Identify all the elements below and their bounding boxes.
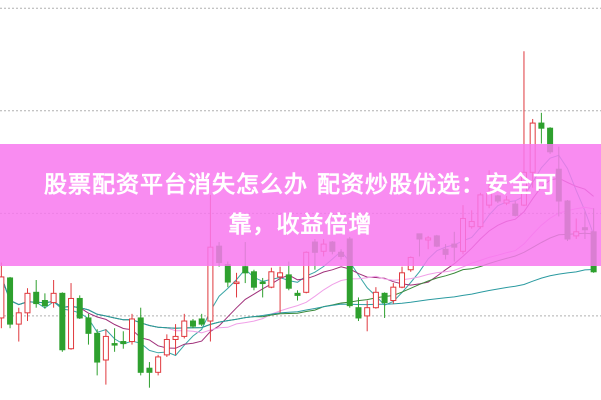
candle-body xyxy=(538,122,545,129)
candle-body xyxy=(120,341,127,345)
candle-body xyxy=(15,312,22,325)
candle-body xyxy=(0,276,5,319)
candle-down xyxy=(189,318,196,329)
candle-up xyxy=(68,283,75,350)
candle-down xyxy=(33,280,40,308)
candle-body xyxy=(355,307,362,319)
candle-body xyxy=(102,335,109,361)
title-line-1: 股票配资平台消失怎么办 配资炒股优选：安全可 xyxy=(43,172,557,198)
candle-up xyxy=(155,354,162,376)
candle-up xyxy=(0,262,5,329)
title-banner: 股票配资平台消失怎么办 配资炒股优选：安全可 靠，收益倍增 xyxy=(0,144,601,266)
candle-body xyxy=(50,292,57,304)
candle-body xyxy=(111,343,118,346)
candle-down xyxy=(85,313,92,345)
candle-body xyxy=(172,335,179,340)
candle-up xyxy=(372,287,379,309)
candle-body xyxy=(155,356,162,373)
candle-up xyxy=(277,266,284,313)
candle-body xyxy=(24,292,31,314)
candle-body xyxy=(259,281,266,285)
candle-up xyxy=(102,329,109,385)
candle-down xyxy=(355,297,362,322)
candle-body xyxy=(364,307,371,317)
candle-body xyxy=(224,264,231,283)
candle-up xyxy=(163,334,170,357)
candle-up xyxy=(50,280,57,308)
candle-up xyxy=(399,266,406,289)
candle-up xyxy=(364,300,371,332)
candle-body xyxy=(390,286,397,302)
candle-body xyxy=(7,277,14,325)
candle-body xyxy=(146,367,153,373)
ma60-line xyxy=(0,269,594,329)
candle-body xyxy=(59,292,66,351)
candle-down xyxy=(59,292,66,352)
candle-up xyxy=(129,313,136,345)
candle-up xyxy=(172,324,179,355)
candle-body xyxy=(94,332,101,363)
candle-body xyxy=(189,320,196,327)
candle-body xyxy=(250,271,257,288)
candle-body xyxy=(198,318,205,325)
candle-down xyxy=(146,362,153,388)
candle-down xyxy=(111,328,118,352)
candle-body xyxy=(137,317,144,373)
candle-down xyxy=(294,290,301,301)
candle-body xyxy=(285,274,292,289)
candle-body xyxy=(33,291,40,305)
candle-body xyxy=(399,272,406,288)
candle-down xyxy=(285,261,292,291)
candle-body xyxy=(76,297,83,319)
candle-body xyxy=(85,317,92,334)
candle-body xyxy=(277,272,284,278)
candle-body xyxy=(163,338,170,356)
candle-body xyxy=(129,318,136,343)
candle-up xyxy=(233,272,240,298)
candle-body xyxy=(242,266,249,274)
candle-down xyxy=(250,269,257,291)
candle-body xyxy=(233,281,240,285)
candle-up xyxy=(390,283,397,304)
candle-down xyxy=(259,277,266,298)
candle-down xyxy=(137,307,144,376)
candle-up xyxy=(181,313,188,339)
candle-body xyxy=(68,297,75,350)
candle-down xyxy=(538,112,545,144)
candle-down xyxy=(7,276,14,329)
candle-up xyxy=(24,288,31,322)
candle-down xyxy=(198,313,205,327)
candle-body xyxy=(268,271,275,288)
candle-body xyxy=(294,292,301,296)
candle-body xyxy=(372,291,379,309)
candle-down xyxy=(94,329,101,376)
candle-down xyxy=(41,293,48,309)
candle-up xyxy=(268,267,275,289)
candle-up xyxy=(15,307,22,342)
title-line-2: 靠，收益倍增 xyxy=(228,212,373,238)
candle-down xyxy=(76,295,83,319)
candle-body xyxy=(181,320,188,337)
candle-down xyxy=(120,331,127,349)
candle-body xyxy=(41,300,48,307)
candle-down xyxy=(381,292,388,318)
candle-body xyxy=(381,292,388,304)
